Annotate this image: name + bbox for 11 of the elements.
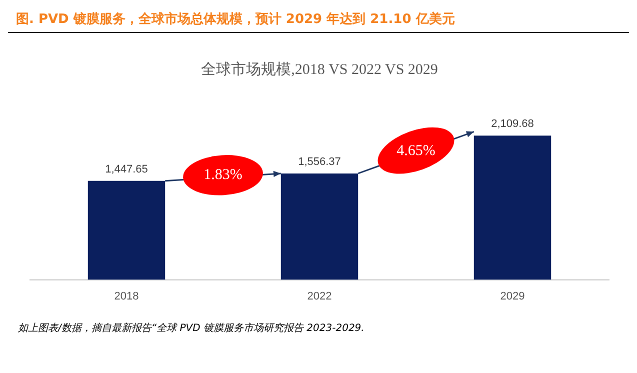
- x-tick-label: 2022: [307, 290, 332, 302]
- data-label: 2,109.68: [491, 118, 534, 130]
- chart-subtitle: 全球市场规模,2018 VS 2022 VS 2029: [201, 60, 438, 78]
- chart-title: 图. PVD 镀膜服务，全球市场总体规模，预计 2029 年达到 21.10 亿美元: [8, 8, 629, 33]
- text: 如上图表/数据，摘自最新报告“全球 PVD 镀膜服务市场研究报告 2023-2029.: [17, 322, 366, 335]
- annotation: 4.65%: [396, 142, 436, 161]
- data-label: 1,447.65: [105, 163, 148, 176]
- x-tick-label: 2029: [500, 290, 525, 302]
- data-label: 1,556.37: [298, 156, 341, 168]
- x-tick-label: 2018: [114, 290, 139, 302]
- annotation: 1.83%: [202, 166, 244, 186]
